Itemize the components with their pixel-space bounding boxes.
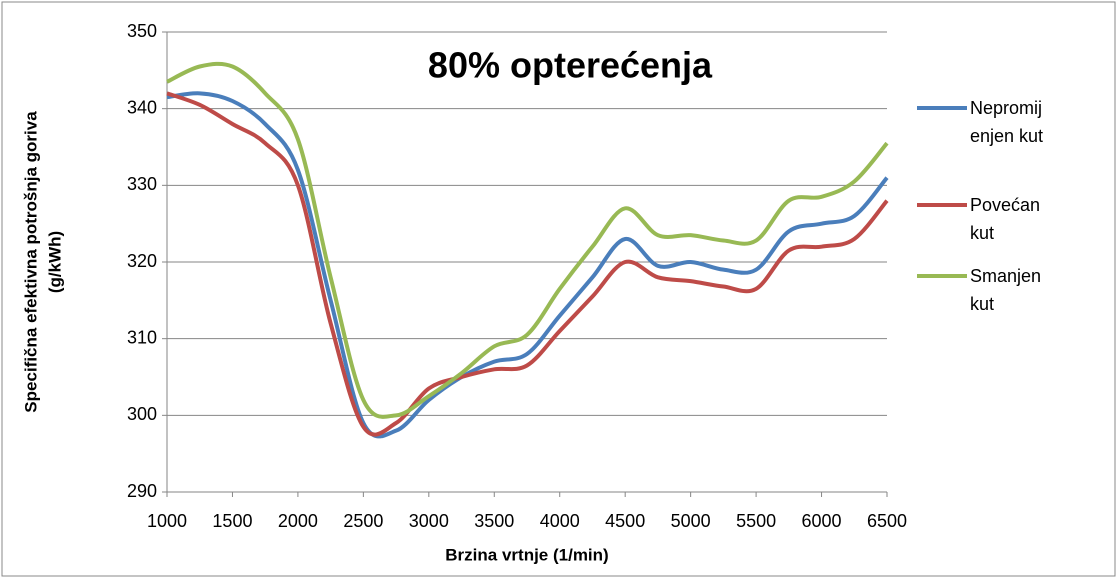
- legend-label: Nepromijenjen kut: [970, 98, 1044, 146]
- series-line: [166, 91, 889, 439]
- x-tick-label: 5500: [736, 511, 776, 531]
- x-tick-label: 4500: [605, 511, 645, 531]
- y-axis-title: Specifična efektivna potrošnja goriva: [21, 111, 40, 413]
- series-line: [166, 61, 889, 419]
- y-tick-label: 330: [127, 174, 157, 194]
- x-tick-label: 3000: [409, 511, 449, 531]
- x-tick-label: 1500: [212, 511, 252, 531]
- legend-label: Smanjen kut: [970, 266, 1042, 314]
- x-tick-label: 6000: [802, 511, 842, 531]
- y-tick-label: 320: [127, 251, 157, 271]
- x-tick-label: 6500: [867, 511, 907, 531]
- y-tick-label: 290: [127, 481, 157, 501]
- x-tick-label: 5000: [671, 511, 711, 531]
- x-tick-label: 4000: [540, 511, 580, 531]
- x-tick-label: 3500: [474, 511, 514, 531]
- x-axis-title: Brzina vrtnje (1/min): [445, 545, 608, 564]
- chart-title: 80% opterećenja: [428, 45, 713, 86]
- series-line: [166, 91, 889, 437]
- y-tick-label: 350: [127, 21, 157, 41]
- y-tick-label: 300: [127, 404, 157, 424]
- y-axis-title: (g/kWh): [45, 231, 64, 293]
- legend-label: Povećan kut: [970, 195, 1041, 243]
- x-tick-label: 2500: [343, 511, 383, 531]
- y-tick-label: 340: [127, 97, 157, 117]
- x-tick-label: 2000: [278, 511, 318, 531]
- y-tick-label: 310: [127, 327, 157, 347]
- x-tick-label: 1000: [147, 511, 187, 531]
